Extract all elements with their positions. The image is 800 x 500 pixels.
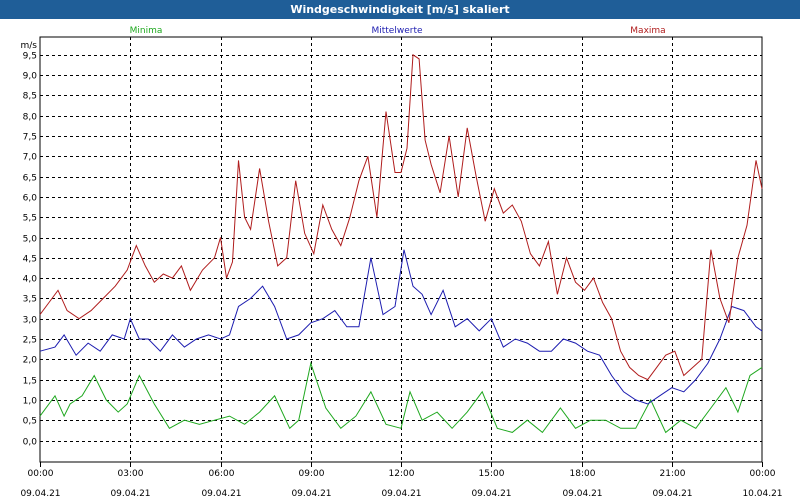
x-tick-date-label: 09.04.21 (201, 489, 241, 499)
y-tick-label: 2,0 (23, 356, 38, 366)
y-tick-label: 0,5 (23, 417, 37, 427)
x-tick-date-label: 09.04.21 (291, 489, 331, 499)
x-tick-time-label: 06:00 (209, 469, 235, 479)
x-tick-time-label: 15:00 (479, 469, 505, 479)
y-tick-label: 9,0 (23, 72, 38, 82)
y-tick-label: 7,0 (23, 153, 38, 163)
x-tick-date-label: 09.04.21 (562, 489, 602, 499)
x-tick-time-label: 21:00 (660, 469, 686, 479)
x-tick-date-label: 09.04.21 (471, 489, 511, 499)
y-tick-label: 3,0 (23, 316, 38, 326)
x-tick-date-label: 09.04.21 (110, 489, 150, 499)
series-line-maxima (39, 53, 763, 381)
y-tick-label: 4,5 (23, 255, 37, 265)
y-tick-label: 8,5 (23, 92, 37, 102)
x-tick-time-label: 12:00 (389, 469, 415, 479)
y-tick-label: 5,0 (23, 235, 38, 245)
y-tick-label: 5,5 (23, 214, 37, 224)
legend-minima: Minima (130, 26, 163, 36)
x-tick-time-label: 18:00 (570, 469, 596, 479)
y-tick-label: 0,0 (23, 438, 38, 448)
y-axis-label: m/s (21, 41, 38, 51)
x-tick-date-label: 09.04.21 (20, 489, 60, 499)
legend-maxima: Maxima (630, 26, 665, 36)
x-tick-time-label: 00:00 (750, 469, 776, 479)
series-line-mittelwerte (39, 249, 763, 405)
legend-mittelwerte: Mittelwerte (371, 26, 422, 36)
wind-speed-chart: 0,0 0,5 1,0 1,5 2,0 2,5 3,0 3,5 4,0 4,5 5,0 5,5 6,0 6… (20, 26, 782, 499)
series-line-minima (39, 361, 763, 434)
x-tick-time-label: 00:00 (28, 469, 54, 479)
y-tick-label: 7,5 (23, 133, 37, 143)
y-tick-label: 9,5 (23, 52, 37, 62)
y-tick-label: 8,0 (23, 113, 38, 123)
y-tick-label: 1,5 (23, 377, 37, 387)
chart-title: Windgeschwindigkeit [m/s] skaliert (0, 0, 800, 19)
y-tick-label: 2,5 (23, 336, 37, 346)
x-tick-date-label: 09.04.21 (381, 489, 421, 499)
x-tick-time-label: 03:00 (118, 469, 144, 479)
y-tick-label: 4,0 (23, 275, 38, 285)
x-tick-date-label: 09.04.21 (652, 489, 692, 499)
x-tick-date-label: 10.04.21 (742, 489, 782, 499)
y-tick-label: 6,5 (23, 174, 37, 184)
y-tick-label: 6,0 (23, 194, 38, 204)
y-tick-label: 3,5 (23, 295, 37, 305)
x-tick-time-label: 09:00 (299, 469, 325, 479)
y-tick-label: 1,0 (23, 397, 38, 407)
